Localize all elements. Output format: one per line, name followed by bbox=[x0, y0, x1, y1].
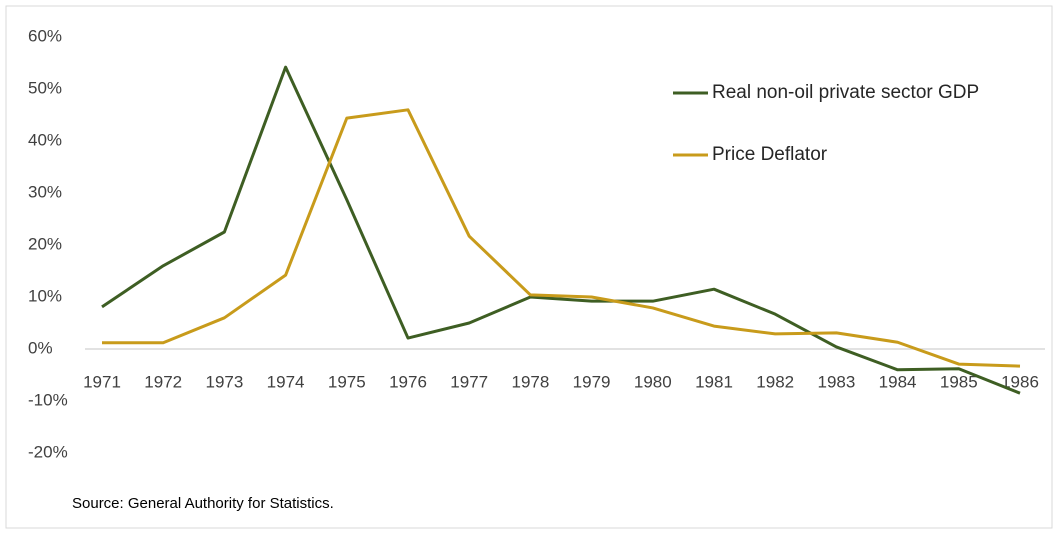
legend-label: Price Deflator bbox=[712, 144, 828, 165]
series-line bbox=[102, 108, 1021, 368]
y-tick-label: -20% bbox=[28, 442, 68, 461]
x-tick-label: 1981 bbox=[695, 372, 733, 391]
x-tick-label: 1979 bbox=[573, 372, 611, 391]
x-tick-label: 1975 bbox=[328, 372, 366, 391]
x-tick-label: 1986 bbox=[1001, 372, 1039, 391]
source-note: Source: General Authority for Statistics… bbox=[72, 495, 334, 512]
x-tick-label: 1971 bbox=[83, 372, 121, 391]
x-tick-label: 1984 bbox=[879, 372, 917, 391]
series-line bbox=[101, 65, 1021, 395]
y-tick-label: 20% bbox=[28, 234, 62, 253]
x-tick-label: 1973 bbox=[205, 372, 243, 391]
x-tick-label: 1980 bbox=[634, 372, 672, 391]
x-tick-label: 1983 bbox=[817, 372, 855, 391]
y-tick-label: 50% bbox=[28, 78, 62, 97]
x-tick-label: 1985 bbox=[940, 372, 978, 391]
x-tick-label: 1977 bbox=[450, 372, 488, 391]
y-tick-label: 0% bbox=[28, 338, 53, 357]
x-tick-label: 1976 bbox=[389, 372, 427, 391]
legend-label: Real non-oil private sector GDP bbox=[712, 82, 979, 103]
x-tick-label: 1978 bbox=[511, 372, 549, 391]
chart-frame bbox=[5, 5, 1053, 529]
y-tick-label: -10% bbox=[28, 390, 68, 409]
x-tick-label: 1974 bbox=[267, 372, 305, 391]
y-tick-label: 60% bbox=[28, 26, 62, 45]
x-tick-label: 1972 bbox=[144, 372, 182, 391]
y-tick-label: 30% bbox=[28, 182, 62, 201]
y-tick-label: 40% bbox=[28, 130, 62, 149]
y-tick-label: 10% bbox=[28, 286, 62, 305]
x-tick-label: 1982 bbox=[756, 372, 794, 391]
